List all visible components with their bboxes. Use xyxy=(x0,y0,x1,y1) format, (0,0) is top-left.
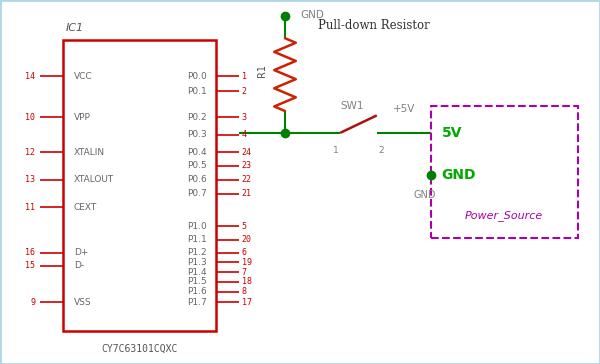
Text: GND: GND xyxy=(442,168,476,182)
Text: D+: D+ xyxy=(74,248,88,257)
Text: 21: 21 xyxy=(242,189,252,198)
Text: 22: 22 xyxy=(242,175,252,184)
Text: 18: 18 xyxy=(242,277,252,286)
Text: 3: 3 xyxy=(242,113,247,122)
Text: P0.4: P0.4 xyxy=(187,148,207,157)
Text: P0.3: P0.3 xyxy=(187,130,207,139)
Text: GND: GND xyxy=(300,9,324,20)
Text: CY7C63101CQXC: CY7C63101CQXC xyxy=(101,343,178,353)
Text: 12: 12 xyxy=(25,148,35,157)
Text: 2: 2 xyxy=(242,87,247,95)
Text: VPP: VPP xyxy=(74,113,91,122)
Bar xyxy=(431,106,578,238)
Text: 15: 15 xyxy=(25,261,35,270)
Text: P0.5: P0.5 xyxy=(187,161,207,170)
Text: SW1: SW1 xyxy=(341,101,364,111)
Text: +5V: +5V xyxy=(392,104,415,114)
Text: P1.6: P1.6 xyxy=(187,288,207,296)
Text: 5: 5 xyxy=(242,222,247,231)
Text: 10: 10 xyxy=(25,113,35,122)
Text: 23: 23 xyxy=(242,161,252,170)
Text: Pull-down Resistor: Pull-down Resistor xyxy=(318,19,430,32)
Text: 20: 20 xyxy=(242,235,252,244)
Text: CEXT: CEXT xyxy=(74,203,97,212)
Bar xyxy=(63,40,216,331)
Text: R1: R1 xyxy=(257,64,267,78)
Text: 11: 11 xyxy=(25,203,35,212)
Text: 6: 6 xyxy=(242,248,247,257)
Text: 16: 16 xyxy=(25,248,35,257)
Text: 1: 1 xyxy=(333,146,339,155)
Text: P1.7: P1.7 xyxy=(187,298,207,306)
Text: P1.1: P1.1 xyxy=(187,235,207,244)
Text: P1.5: P1.5 xyxy=(187,277,207,286)
Text: P1.4: P1.4 xyxy=(187,268,207,277)
Text: D-: D- xyxy=(74,261,84,270)
Text: P0.1: P0.1 xyxy=(187,87,207,95)
Text: 17: 17 xyxy=(242,298,252,306)
Text: XTALIN: XTALIN xyxy=(74,148,105,157)
Text: P1.0: P1.0 xyxy=(187,222,207,231)
Text: 24: 24 xyxy=(242,148,252,157)
Text: P1.2: P1.2 xyxy=(187,248,207,257)
Text: Power_Source: Power_Source xyxy=(465,210,544,221)
Text: P1.3: P1.3 xyxy=(187,258,207,267)
Text: 13: 13 xyxy=(25,175,35,184)
Text: P0.0: P0.0 xyxy=(187,72,207,81)
Text: GND: GND xyxy=(413,190,436,200)
Text: IC1: IC1 xyxy=(66,23,84,33)
Text: VSS: VSS xyxy=(74,298,91,306)
Text: 19: 19 xyxy=(242,258,252,267)
Text: P0.7: P0.7 xyxy=(187,189,207,198)
Text: 9: 9 xyxy=(31,298,35,306)
Text: VCC: VCC xyxy=(74,72,92,81)
Text: 8: 8 xyxy=(242,288,247,296)
Text: P0.6: P0.6 xyxy=(187,175,207,184)
Text: 1: 1 xyxy=(242,72,247,81)
Text: P0.2: P0.2 xyxy=(187,113,207,122)
Text: XTALOUT: XTALOUT xyxy=(74,175,114,184)
Text: 14: 14 xyxy=(25,72,35,81)
Text: 5V: 5V xyxy=(442,126,462,140)
Text: 2: 2 xyxy=(378,146,384,155)
Text: 7: 7 xyxy=(242,268,247,277)
Text: 4: 4 xyxy=(242,130,247,139)
